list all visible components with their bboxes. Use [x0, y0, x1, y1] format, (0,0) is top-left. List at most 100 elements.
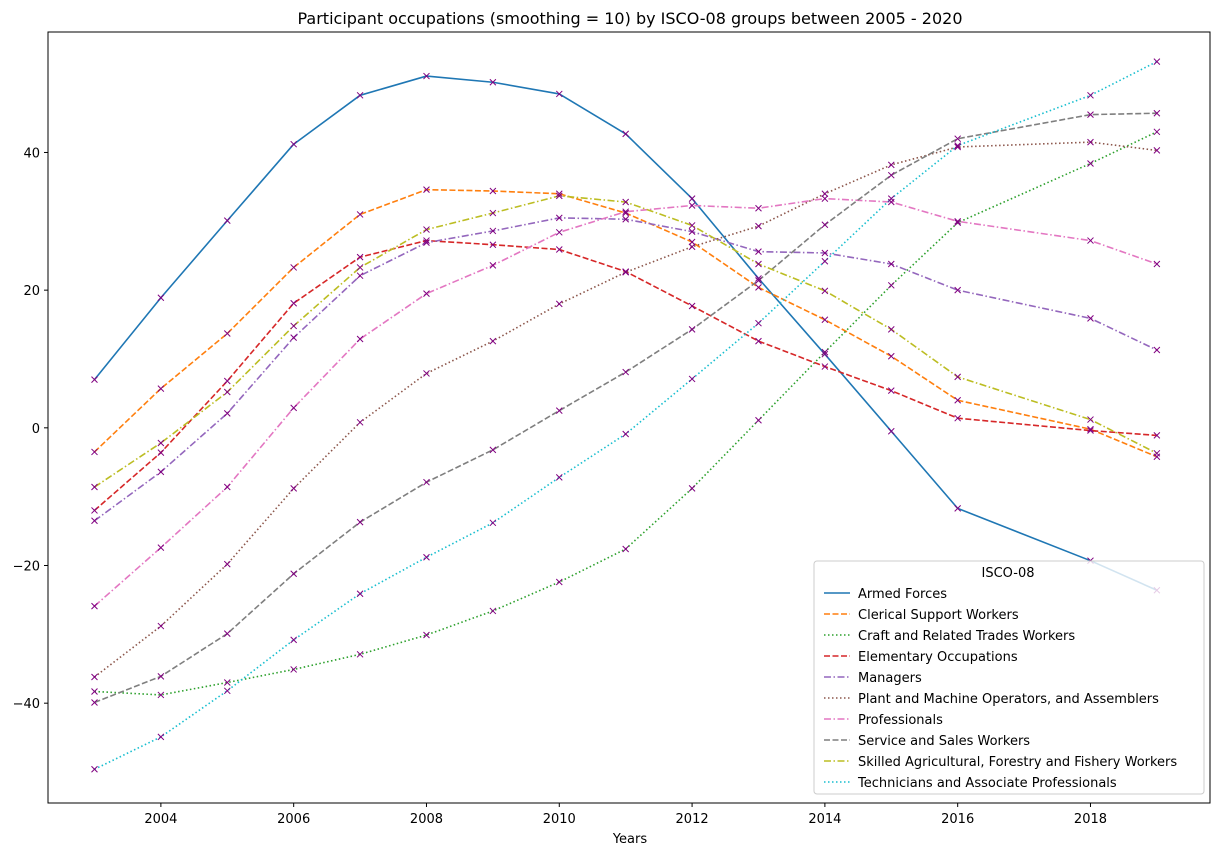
data-point-marker — [821, 316, 829, 324]
data-point-marker — [622, 368, 630, 376]
data-point-marker — [887, 387, 895, 395]
series-line-elementary-occupations — [93, 239, 1157, 512]
data-point-marker — [954, 414, 962, 422]
data-point-marker — [1087, 111, 1094, 118]
data-point-marker — [954, 143, 962, 151]
data-point-marker — [157, 468, 165, 476]
data-point-marker — [821, 348, 829, 356]
data-point-marker — [622, 430, 630, 438]
data-point-marker — [157, 733, 165, 741]
data-point-marker — [356, 253, 364, 261]
x-tick-label: 2004 — [144, 812, 177, 827]
data-point-marker — [622, 130, 630, 138]
data-point-marker — [821, 190, 829, 198]
legend-item-professionals: Professionals — [824, 713, 943, 728]
data-point-marker — [157, 672, 165, 680]
data-point-marker — [755, 222, 762, 230]
data-point-marker — [688, 222, 696, 229]
data-point-marker — [1153, 453, 1161, 461]
x-axis: 2004 2006 2008 2010 2012 2014 2016 2018 — [144, 803, 1107, 827]
data-point-marker — [223, 377, 231, 385]
data-point-marker — [555, 214, 563, 222]
data-point-marker — [1087, 160, 1094, 167]
series-line-technicians-and-associate-professionals — [94, 60, 1158, 770]
data-point-marker — [489, 337, 497, 345]
x-tick-label: 2008 — [410, 812, 443, 827]
data-point-marker — [622, 268, 630, 276]
data-point-marker — [954, 219, 962, 227]
data-point-marker — [688, 302, 696, 310]
data-point-marker — [555, 407, 563, 414]
series-line-plant-and-machine-operators-and-assemblers — [93, 141, 1157, 678]
data-point-marker — [954, 217, 962, 225]
data-point-marker — [91, 602, 98, 610]
data-point-marker — [1087, 237, 1094, 244]
data-point-marker — [1153, 128, 1161, 136]
data-point-marker — [91, 688, 98, 695]
data-point-marker — [91, 483, 98, 491]
data-point-marker — [356, 518, 364, 526]
data-point-marker — [489, 446, 497, 454]
data-point-marker — [887, 260, 895, 268]
data-point-marker — [755, 319, 762, 327]
legend-label: Skilled Agricultural, Forestry and Fishe… — [858, 755, 1177, 770]
series-line-skilled-agricultural-forestry-and-fishery-workers — [94, 195, 1158, 488]
data-point-marker — [223, 630, 231, 638]
data-point-marker — [688, 238, 696, 246]
data-point-marker — [423, 553, 430, 561]
legend-item-technicians-and-associate-professionals: Technicians and Associate Professionals — [824, 776, 1117, 791]
data-point-marker — [1153, 346, 1161, 354]
data-point-marker — [555, 246, 563, 253]
legend: ISCO-08 Armed Forces Clerical Support Wor… — [813, 560, 1205, 795]
data-point-marker — [954, 373, 962, 381]
data-point-marker — [223, 330, 231, 337]
series-line-professionals — [93, 197, 1158, 607]
data-point-marker — [356, 211, 364, 218]
data-point-marker — [157, 294, 165, 302]
data-point-marker — [91, 699, 98, 706]
data-point-marker — [290, 570, 298, 578]
data-point-marker — [755, 204, 762, 212]
data-point-marker — [290, 666, 298, 673]
plot-area — [47, 31, 1211, 804]
data-point-marker — [755, 277, 762, 284]
data-point-marker — [688, 243, 696, 251]
data-point-marker — [157, 544, 165, 551]
data-point-marker — [555, 192, 563, 200]
data-point-marker — [157, 691, 165, 699]
x-tick-label: 2010 — [543, 812, 576, 827]
data-point-marker — [688, 375, 696, 383]
data-point-marker — [290, 334, 298, 341]
data-point-marker — [954, 135, 962, 143]
legend-entries: Armed Forces Clerical Support Workers Craf… — [824, 587, 1177, 791]
data-point-marker — [821, 221, 829, 229]
data-point-marker — [1153, 449, 1161, 457]
data-point-marker — [356, 650, 364, 658]
data-point-marker — [423, 226, 430, 233]
legend-title: ISCO-08 — [982, 566, 1035, 581]
legend-item-plant-and-machine-operators-and-assemblers: Plant and Machine Operators, and Assembl… — [824, 692, 1159, 707]
data-point-marker — [356, 590, 364, 598]
data-point-marker — [622, 208, 630, 216]
data-point-marker — [489, 241, 497, 249]
data-point-marker — [223, 483, 231, 491]
data-point-marker — [423, 478, 430, 486]
legend-item-clerical-support-workers: Clerical Support Workers — [824, 608, 1019, 623]
data-point-marker — [489, 78, 497, 86]
data-point-marker — [887, 326, 895, 333]
data-point-marker — [356, 418, 364, 426]
data-point-marker — [821, 287, 829, 295]
data-point-marker — [755, 275, 762, 282]
x-axis-label: Years — [612, 832, 648, 847]
data-point-marker — [555, 474, 563, 481]
data-point-marker — [489, 262, 497, 269]
legend-item-service-and-sales-workers: Service and Sales Workers — [824, 734, 1030, 749]
data-point-marker — [1087, 138, 1094, 146]
series-line-clerical-support-workers — [93, 188, 1158, 458]
data-point-marker — [223, 410, 231, 417]
series-line-service-and-sales-workers — [94, 112, 1157, 704]
data-point-marker — [356, 91, 364, 99]
legend-label: Clerical Support Workers — [858, 608, 1019, 623]
data-point-marker — [91, 376, 98, 383]
data-point-marker — [223, 388, 231, 396]
